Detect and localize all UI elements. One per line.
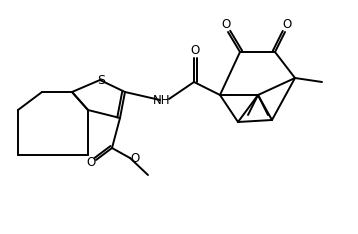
Text: S: S [97, 74, 105, 88]
Text: NH: NH [153, 94, 171, 106]
Text: O: O [86, 156, 96, 168]
Text: O: O [190, 44, 200, 58]
Text: O: O [221, 18, 231, 32]
Text: O: O [282, 18, 292, 32]
Text: O: O [130, 151, 140, 165]
